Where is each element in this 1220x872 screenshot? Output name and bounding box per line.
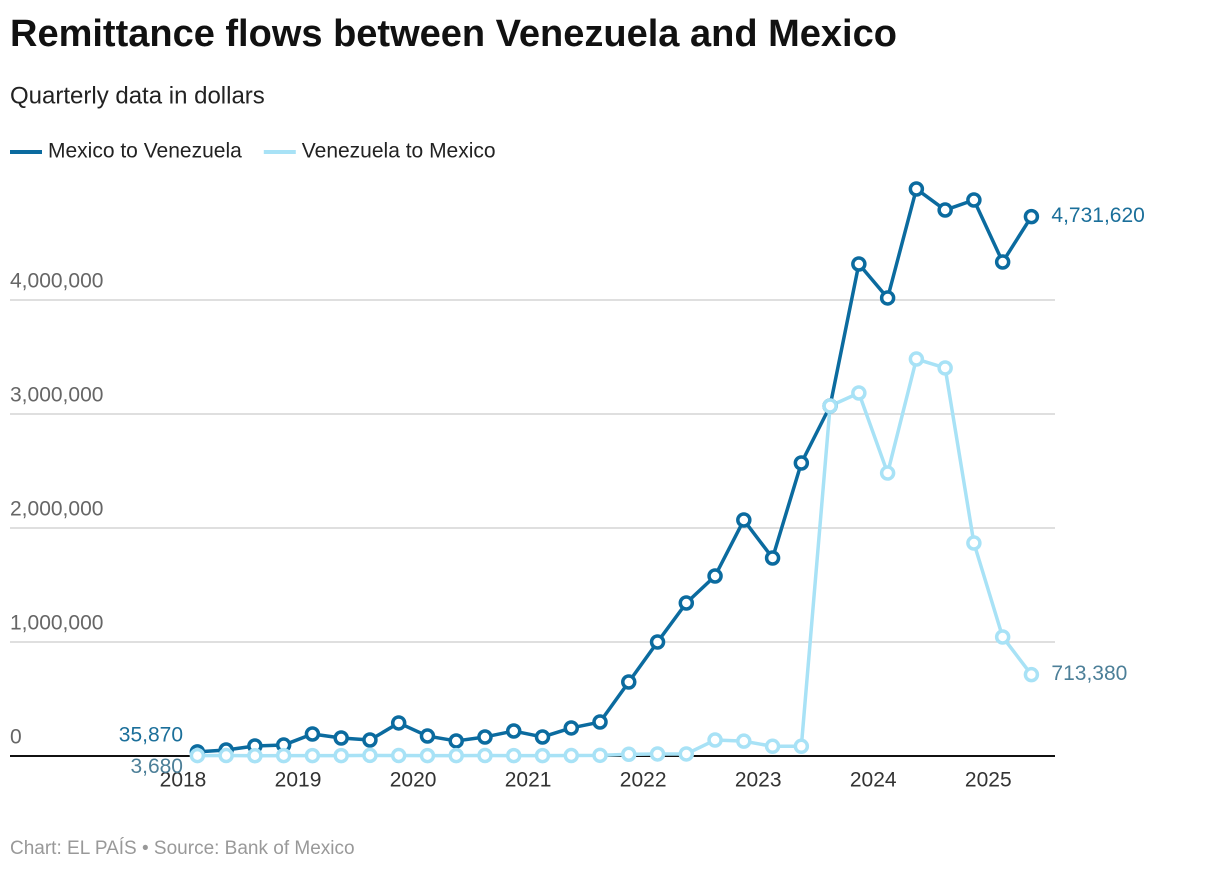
- data-point: [448, 733, 464, 749]
- chart-title: Remittance flows between Venezuela and M…: [10, 13, 897, 55]
- y-tick-label: 4,000,000: [10, 270, 103, 293]
- x-tick-label: 2023: [735, 769, 782, 792]
- data-point: [592, 714, 608, 730]
- data-point: [736, 733, 752, 749]
- data-point: [362, 732, 378, 748]
- data-point: [505, 723, 522, 739]
- data-point: [851, 385, 867, 401]
- data-point: [879, 290, 896, 306]
- data-point: [477, 729, 493, 745]
- x-tick-label: 2018: [160, 769, 207, 792]
- data-point: [793, 738, 810, 755]
- data-point: [477, 747, 493, 764]
- y-tick-label: 3,000,000: [10, 384, 103, 407]
- data-point: [592, 747, 608, 764]
- data-point: [793, 455, 810, 471]
- data-point: [218, 747, 234, 764]
- data-point: [534, 729, 551, 745]
- data-point: [966, 192, 982, 208]
- data-point: [649, 746, 666, 762]
- data-point: [707, 568, 723, 584]
- data-point: [419, 728, 436, 744]
- data-point: [764, 738, 781, 755]
- data-point: [908, 181, 925, 197]
- x-tick-label: 2021: [505, 769, 552, 792]
- value-label: 3,680: [130, 755, 183, 778]
- legend-label: Venezuela to Mexico: [302, 140, 496, 163]
- data-point: [419, 747, 436, 764]
- data-point: [333, 730, 349, 746]
- x-tick-label: 2024: [850, 769, 897, 792]
- data-point: [649, 634, 666, 650]
- y-tick-label: 0: [10, 726, 22, 749]
- x-tick-label: 2025: [965, 769, 1012, 792]
- value-label: 35,870: [119, 723, 183, 746]
- data-point: [621, 746, 637, 763]
- chart-source: Chart: EL PAÍS • Source: Bank of Mexico: [10, 838, 355, 859]
- data-point: [994, 254, 1011, 270]
- data-point: [678, 746, 695, 762]
- data-point: [563, 747, 580, 764]
- data-point: [707, 732, 723, 748]
- data-point: [879, 465, 896, 481]
- data-point: [966, 535, 982, 551]
- data-point: [994, 629, 1011, 645]
- data-point: [937, 202, 953, 218]
- data-point: [275, 747, 292, 764]
- y-tick-label: 1,000,000: [10, 612, 103, 635]
- legend-label: Mexico to Venezuela: [48, 140, 242, 163]
- x-tick-label: 2020: [390, 769, 437, 792]
- data-point: [333, 747, 349, 764]
- series-line: [197, 357, 1033, 758]
- data-point: [390, 747, 407, 764]
- data-point: [448, 747, 464, 764]
- data-point: [1023, 666, 1040, 683]
- data-point: [822, 398, 838, 414]
- series-line: [197, 187, 1033, 754]
- data-point: [678, 595, 695, 611]
- data-point: [908, 351, 925, 367]
- data-point: [621, 674, 637, 690]
- data-point: [534, 747, 551, 764]
- data-point: [563, 720, 580, 736]
- data-point: [851, 256, 867, 272]
- data-point: [937, 360, 953, 376]
- data-point: [736, 512, 752, 528]
- data-point: [247, 748, 263, 764]
- data-point: [390, 715, 407, 731]
- data-point: [304, 747, 321, 764]
- data-point: [505, 747, 522, 764]
- data-point: [764, 550, 781, 566]
- x-tick-label: 2022: [620, 769, 667, 792]
- y-tick-label: 2,000,000: [10, 498, 103, 521]
- data-point: [1023, 208, 1040, 225]
- data-point: [362, 747, 378, 764]
- chart-subtitle: Quarterly data in dollars: [10, 82, 265, 109]
- data-point: [304, 726, 321, 742]
- x-tick-label: 2019: [275, 769, 322, 792]
- value-label: 4,731,620: [1051, 204, 1144, 227]
- value-label: 713,380: [1051, 662, 1127, 685]
- data-point: [189, 747, 206, 764]
